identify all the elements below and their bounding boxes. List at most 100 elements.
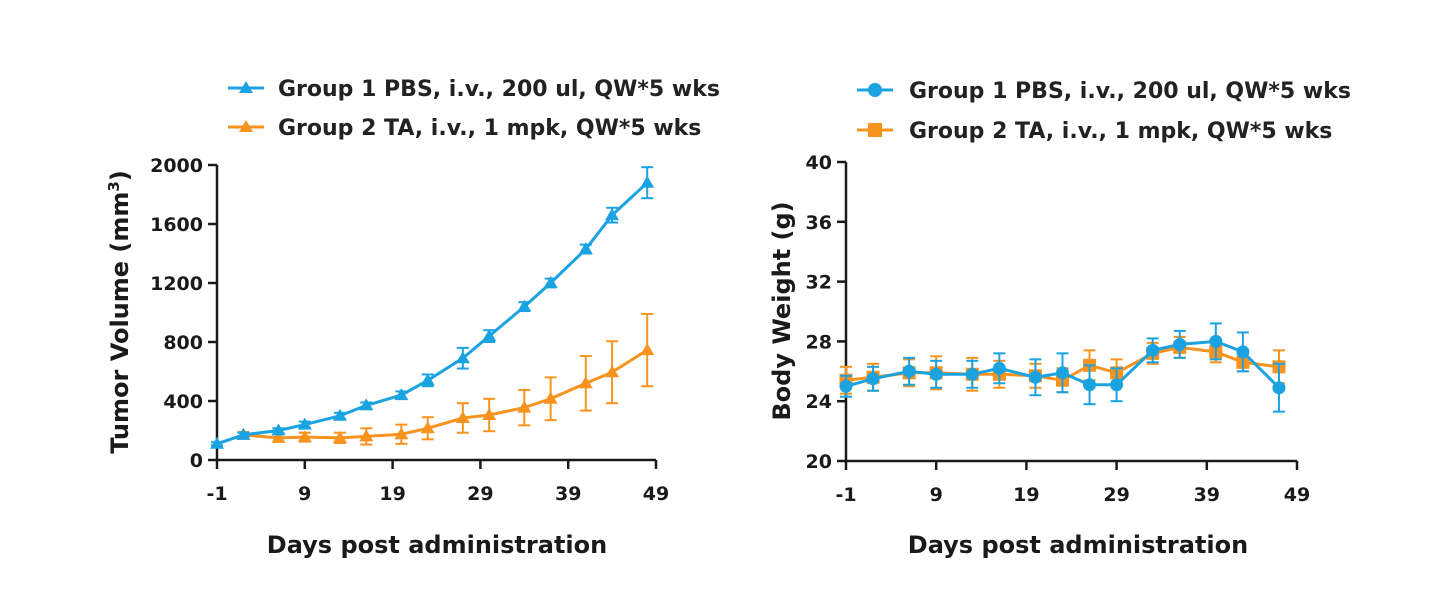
weight-legend-marker-group1 — [868, 83, 882, 97]
tumor-y-axis-title-sup: 3 — [105, 181, 123, 191]
tumor-point-group2 — [640, 343, 655, 356]
weight-point-group1 — [902, 364, 916, 378]
tumor-point-group2 — [394, 427, 409, 440]
weight-legend-label-group2: Group 2 TA, i.v., 1 mpk, QW*5 wks — [909, 119, 1332, 144]
weight-legend-item-group1: Group 1 PBS, i.v., 200 ul, QW*5 wks — [857, 79, 1351, 104]
weight-axes — [844, 162, 1297, 463]
tumor-y-tick-label: 1600 — [150, 214, 203, 236]
tumor-line-group2 — [243, 348, 648, 440]
tumor-point-group1 — [332, 408, 347, 421]
tumor-point-group2 — [578, 376, 593, 389]
weight-x-tick-label: 49 — [1284, 484, 1310, 506]
weight-ticks: 20 24 28 32 36 40 -1 9 19 29 39 49 — [806, 152, 1311, 506]
tumor-point-group2 — [543, 391, 558, 404]
weight-legend-marker-group2 — [868, 123, 882, 137]
tumor-y-tick-label: 1200 — [150, 273, 203, 295]
tumor-point-group1 — [482, 329, 497, 342]
tumor-point-group1 — [271, 423, 286, 436]
weight-y-tick-label: 20 — [806, 451, 832, 473]
tumor-y-tick-label: 400 — [163, 391, 203, 413]
tumor-point-group2 — [420, 421, 435, 434]
weight-point-group1 — [1272, 381, 1286, 395]
tumor-legend-item-group2: Group 2 TA, i.v., 1 mpk, QW*5 wks — [228, 116, 701, 141]
tumor-axes — [215, 165, 656, 462]
tumor-legend-marker-group2 — [239, 120, 253, 132]
body-weight-chart: Group 1 PBS, i.v., 200 ul, QW*5 wks Grou… — [768, 79, 1351, 559]
tumor-point-group2 — [297, 430, 312, 443]
weight-x-tick-label: -1 — [835, 484, 856, 506]
weight-point-group1 — [1110, 378, 1124, 392]
weight-y-axis-title: Body Weight (g) — [768, 201, 796, 420]
tumor-y-tick-label: 2000 — [150, 155, 203, 177]
tumor-x-tick-label: 49 — [643, 483, 669, 505]
tumor-series — [210, 166, 655, 449]
tumor-point-group1 — [543, 276, 558, 288]
weight-point-group1 — [1146, 343, 1160, 357]
tumor-x-tick-label: 39 — [555, 483, 581, 505]
weight-legend-label-group1: Group 1 PBS, i.v., 200 ul, QW*5 wks — [909, 79, 1351, 104]
tumor-point-group1 — [210, 436, 224, 449]
weight-legend: Group 1 PBS, i.v., 200 ul, QW*5 wks Grou… — [857, 79, 1351, 144]
tumor-y-axis-title-main: Tumor Volume (mm — [106, 192, 134, 454]
tumor-y-tick-label: 800 — [163, 332, 203, 354]
weight-point-group1 — [1209, 334, 1223, 348]
weight-x-tick-label: 39 — [1194, 484, 1220, 506]
weight-series-group1 — [839, 322, 1286, 413]
weight-point-group1 — [1083, 378, 1097, 392]
weight-point-group1 — [1236, 345, 1250, 359]
tumor-point-group2 — [517, 400, 532, 413]
tumor-point-group2 — [482, 408, 497, 421]
weight-x-tick-label: 29 — [1103, 484, 1129, 506]
tumor-x-tick-label: 9 — [298, 483, 311, 505]
tumor-point-group1 — [605, 208, 620, 221]
tumor-point-group1 — [297, 417, 312, 430]
weight-point-group1 — [1055, 366, 1069, 380]
tumor-legend-marker-group1 — [239, 81, 253, 93]
weight-y-tick-label: 40 — [806, 152, 832, 174]
tumor-point-group2 — [455, 410, 470, 423]
tumor-x-axis-title: Days post administration — [267, 531, 607, 559]
weight-y-tick-label: 24 — [806, 391, 832, 413]
tumor-point-group1 — [420, 373, 435, 386]
weight-x-axis-title: Days post administration — [908, 531, 1248, 559]
tumor-line-group1 — [216, 181, 649, 446]
tumor-volume-chart: Group 1 PBS, i.v., 200 ul, QW*5 wks Grou… — [105, 77, 720, 559]
weight-series — [839, 322, 1286, 413]
weight-legend-item-group2: Group 2 TA, i.v., 1 mpk, QW*5 wks — [857, 119, 1332, 144]
weight-y-tick-label: 32 — [806, 272, 832, 294]
weight-point-group1 — [866, 372, 880, 386]
weight-point-group1 — [965, 367, 979, 381]
tumor-legend-item-group1: Group 1 PBS, i.v., 200 ul, QW*5 wks — [228, 77, 720, 102]
tumor-point-group1 — [455, 351, 470, 364]
tumor-point-group1 — [640, 175, 655, 188]
tumor-legend: Group 1 PBS, i.v., 200 ul, QW*5 wks Grou… — [228, 77, 720, 141]
weight-point-group1 — [929, 367, 943, 381]
tumor-point-group1 — [517, 299, 532, 312]
tumor-y-axis-title: Tumor Volume (mm3) — [105, 170, 134, 454]
tumor-point-group2 — [271, 430, 286, 443]
weight-x-tick-label: 9 — [930, 484, 943, 506]
weight-point-group1 — [1028, 370, 1042, 384]
tumor-legend-label-group2: Group 2 TA, i.v., 1 mpk, QW*5 wks — [278, 116, 701, 141]
tumor-y-tick-label: 0 — [190, 450, 203, 472]
tumor-point-group1 — [394, 388, 409, 401]
weight-point-group1 — [992, 361, 1006, 375]
tumor-ticks: 0 400 800 1200 1600 2000 -1 9 19 29 39 49 — [150, 155, 669, 505]
tumor-point-group2 — [332, 430, 347, 443]
weight-y-tick-label: 36 — [806, 212, 832, 234]
tumor-point-group1 — [359, 398, 374, 411]
tumor-legend-label-group1: Group 1 PBS, i.v., 200 ul, QW*5 wks — [278, 77, 720, 102]
tumor-x-tick-label: 19 — [379, 483, 405, 505]
weight-x-tick-label: 19 — [1013, 484, 1039, 506]
tumor-y-axis-title-tail: ) — [106, 170, 134, 181]
weight-point-group1 — [839, 379, 853, 393]
tumor-point-group1 — [236, 427, 251, 440]
tumor-point-group1 — [578, 242, 593, 255]
weight-y-axis-title-main: Body Weight (g) — [768, 201, 796, 420]
tumor-point-group2 — [605, 365, 620, 378]
tumor-x-tick-label: -1 — [206, 483, 227, 505]
tumor-series-group1 — [210, 166, 655, 449]
tumor-point-group2 — [359, 429, 374, 442]
tumor-x-tick-label: 29 — [467, 483, 493, 505]
